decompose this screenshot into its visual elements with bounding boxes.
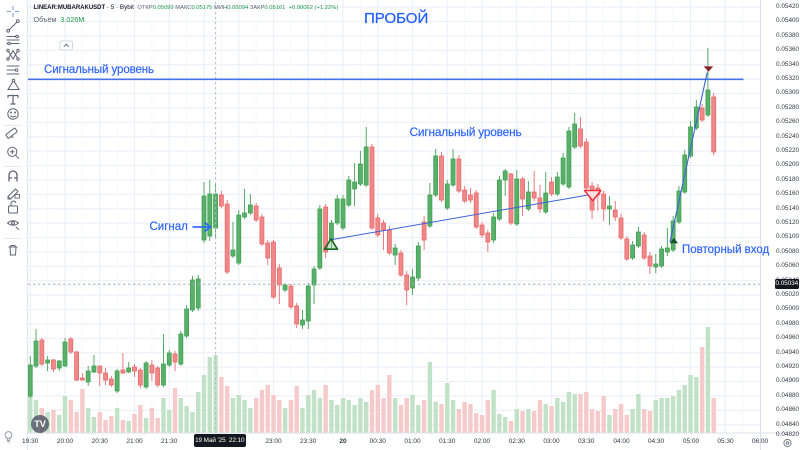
svg-text:TV: TV [34, 419, 46, 429]
